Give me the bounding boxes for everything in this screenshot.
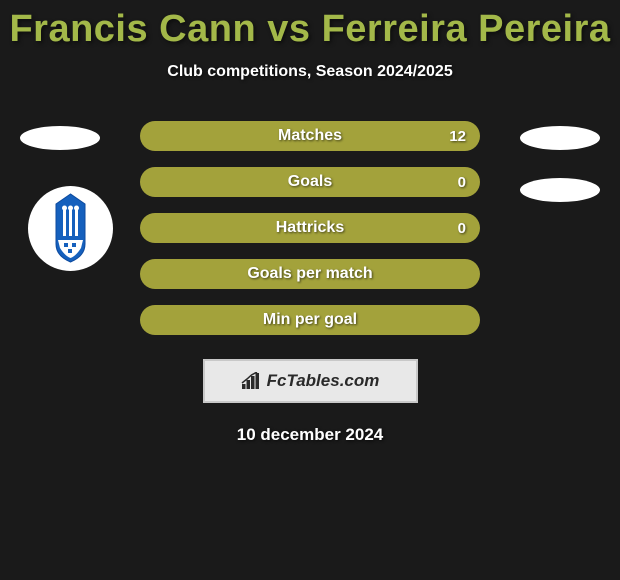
- stat-label: Min per goal: [263, 311, 357, 329]
- date-text: 10 december 2024: [0, 425, 620, 445]
- page-title: Francis Cann vs Ferreira Pereira: [0, 8, 620, 51]
- chart-icon: [241, 372, 263, 390]
- stat-value: 0: [458, 220, 466, 237]
- stat-row-hattricks: Hattricks 0: [140, 213, 480, 243]
- stat-row-matches: Matches 12: [140, 121, 480, 151]
- brand-label: FcTables.com: [267, 371, 380, 391]
- stat-row-min-per-goal: Min per goal: [140, 305, 480, 335]
- player-marker-left: [20, 126, 100, 150]
- stat-row-goals-per-match: Goals per match: [140, 259, 480, 289]
- stat-rows: Matches 12 Goals 0 Hattricks 0 Goals per…: [140, 121, 480, 335]
- stats-area: Matches 12 Goals 0 Hattricks 0 Goals per…: [0, 121, 620, 445]
- player-marker-right-2: [520, 178, 600, 202]
- stat-value: 12: [449, 128, 466, 145]
- stat-label: Matches: [278, 127, 342, 145]
- brand-box[interactable]: FcTables.com: [203, 359, 418, 403]
- club-logo-icon: [28, 186, 113, 271]
- page-subtitle: Club competitions, Season 2024/2025: [0, 63, 620, 81]
- stat-row-goals: Goals 0: [140, 167, 480, 197]
- stat-label: Goals per match: [247, 265, 372, 283]
- stat-label: Goals: [288, 173, 332, 191]
- stat-value: 0: [458, 174, 466, 191]
- stat-label: Hattricks: [276, 219, 344, 237]
- player-marker-right-1: [520, 126, 600, 150]
